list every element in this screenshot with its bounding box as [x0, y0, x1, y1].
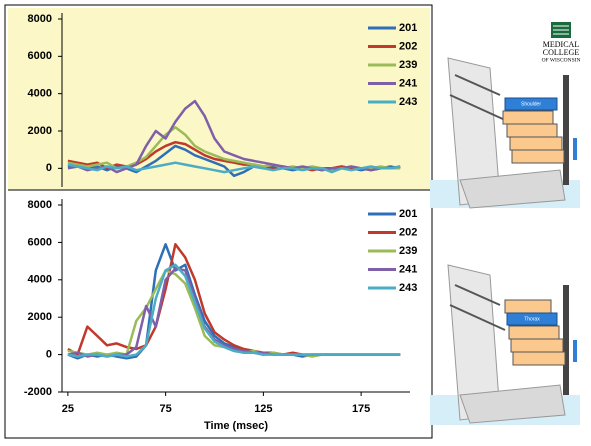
- y-tick-label: 2000: [28, 125, 52, 137]
- y-tick-label: 8000: [28, 199, 52, 211]
- diagram: Thorax: [430, 265, 580, 425]
- y-tick-label: 4000: [28, 274, 52, 286]
- legend-label: 202: [399, 226, 417, 238]
- y-tick-label: -2000: [24, 386, 52, 398]
- y-tick-label: 0: [46, 162, 52, 174]
- legend-label: 241: [399, 77, 417, 89]
- x-tick-label: 175: [352, 403, 370, 415]
- y-tick-label: 0: [46, 349, 52, 361]
- y-tick-label: 6000: [28, 236, 52, 248]
- plot-background: [8, 191, 430, 437]
- y-tick-label: 6000: [28, 50, 52, 62]
- diagram: Shoulder: [430, 58, 580, 208]
- y-tick-label: 8000: [28, 13, 52, 25]
- legend-label: 239: [399, 245, 417, 257]
- logo-text: COLLEGE: [543, 48, 580, 57]
- x-axis-label: Time (msec): [204, 420, 268, 432]
- logo: MEDICAL COLLEGE OF WISCONSIN: [542, 22, 581, 63]
- y-tick-label: 2000: [28, 311, 52, 323]
- y-tick-label: 4000: [28, 88, 52, 100]
- legend-label: 239: [399, 59, 417, 71]
- legend-label: 241: [399, 263, 417, 275]
- x-tick-label: 125: [254, 403, 272, 415]
- x-tick-label: 25: [62, 403, 74, 415]
- legend-label: 201: [399, 22, 417, 34]
- legend-label: 243: [399, 96, 417, 108]
- legend-label: 202: [399, 40, 417, 52]
- legend-label: 201: [399, 208, 417, 220]
- x-tick-label: 75: [159, 403, 171, 415]
- diagram-label: Thorax: [524, 316, 540, 322]
- diagram-label: Shoulder: [521, 101, 541, 107]
- legend-label: 243: [399, 282, 417, 294]
- logo-text: OF WISCONSIN: [542, 57, 581, 63]
- slide: MEDICAL COLLEGE OF WISCONSIN Shoulder Th…: [0, 0, 591, 441]
